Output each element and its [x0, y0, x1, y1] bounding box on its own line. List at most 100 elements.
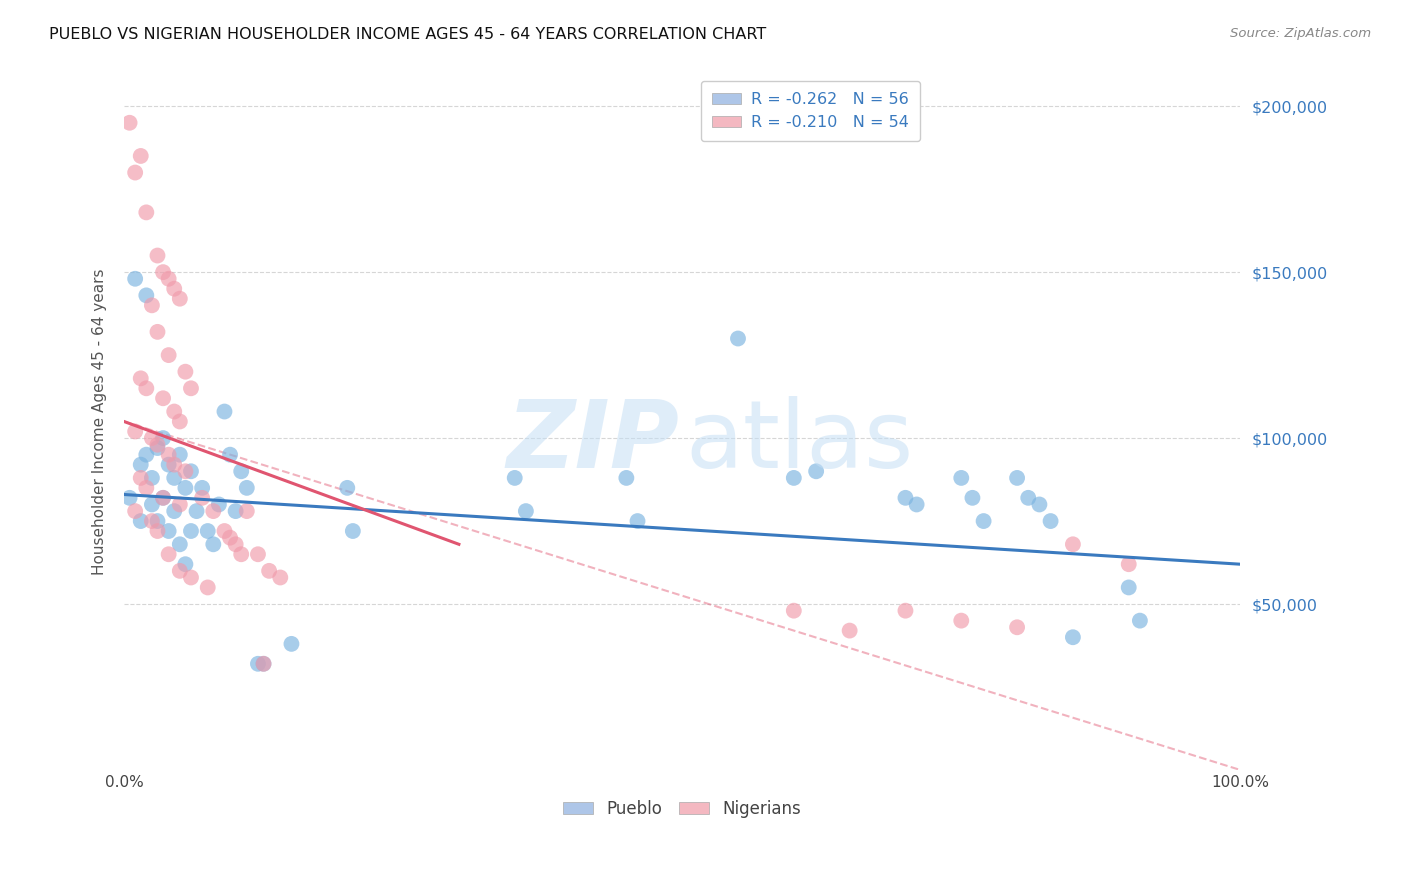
- Point: [950, 471, 973, 485]
- Point: [231, 464, 253, 478]
- Point: [236, 504, 259, 518]
- Point: [186, 504, 208, 518]
- Point: [163, 282, 186, 296]
- Point: [135, 381, 157, 395]
- Point: [146, 514, 169, 528]
- Y-axis label: Householder Income Ages 45 - 64 years: Householder Income Ages 45 - 64 years: [93, 268, 107, 574]
- Point: [135, 481, 157, 495]
- Point: [141, 498, 163, 512]
- Point: [118, 491, 141, 505]
- Point: [202, 537, 225, 551]
- Point: [180, 381, 202, 395]
- Point: [157, 547, 180, 561]
- Point: [246, 657, 269, 671]
- Point: [135, 205, 157, 219]
- Point: [280, 637, 302, 651]
- Point: [152, 491, 174, 505]
- Point: [1005, 471, 1028, 485]
- Point: [1028, 498, 1050, 512]
- Point: [118, 116, 141, 130]
- Point: [169, 448, 191, 462]
- Text: ZIP: ZIP: [506, 396, 679, 489]
- Point: [174, 365, 197, 379]
- Point: [174, 481, 197, 495]
- Point: [180, 570, 202, 584]
- Point: [174, 464, 197, 478]
- Point: [342, 524, 364, 538]
- Point: [236, 481, 259, 495]
- Point: [246, 547, 269, 561]
- Point: [152, 491, 174, 505]
- Point: [169, 537, 191, 551]
- Point: [626, 514, 648, 528]
- Point: [1129, 614, 1152, 628]
- Point: [950, 614, 973, 628]
- Point: [152, 391, 174, 405]
- Point: [208, 498, 231, 512]
- Point: [838, 624, 860, 638]
- Point: [174, 558, 197, 572]
- Point: [905, 498, 928, 512]
- Point: [197, 581, 219, 595]
- Point: [614, 471, 637, 485]
- Point: [257, 564, 280, 578]
- Point: [225, 537, 247, 551]
- Text: Source: ZipAtlas.com: Source: ZipAtlas.com: [1230, 27, 1371, 40]
- Point: [146, 438, 169, 452]
- Point: [124, 504, 146, 518]
- Point: [1017, 491, 1039, 505]
- Point: [124, 272, 146, 286]
- Point: [197, 524, 219, 538]
- Point: [169, 292, 191, 306]
- Point: [727, 331, 749, 345]
- Point: [252, 657, 274, 671]
- Point: [141, 298, 163, 312]
- Point: [135, 288, 157, 302]
- Point: [1039, 514, 1062, 528]
- Point: [894, 491, 917, 505]
- Point: [225, 504, 247, 518]
- Point: [219, 531, 242, 545]
- Point: [146, 441, 169, 455]
- Point: [157, 458, 180, 472]
- Point: [515, 504, 537, 518]
- Point: [1118, 581, 1140, 595]
- Point: [783, 604, 806, 618]
- Point: [1062, 630, 1084, 644]
- Point: [231, 547, 253, 561]
- Point: [1118, 558, 1140, 572]
- Point: [783, 471, 806, 485]
- Point: [152, 265, 174, 279]
- Point: [141, 431, 163, 445]
- Point: [157, 524, 180, 538]
- Point: [180, 464, 202, 478]
- Point: [157, 348, 180, 362]
- Point: [269, 570, 291, 584]
- Point: [129, 149, 152, 163]
- Text: atlas: atlas: [686, 396, 914, 489]
- Point: [336, 481, 359, 495]
- Point: [163, 504, 186, 518]
- Point: [129, 514, 152, 528]
- Point: [157, 272, 180, 286]
- Point: [894, 604, 917, 618]
- Point: [129, 471, 152, 485]
- Point: [169, 415, 191, 429]
- Point: [214, 524, 236, 538]
- Point: [180, 524, 202, 538]
- Point: [163, 404, 186, 418]
- Point: [252, 657, 274, 671]
- Point: [1062, 537, 1084, 551]
- Point: [152, 431, 174, 445]
- Point: [202, 504, 225, 518]
- Point: [973, 514, 995, 528]
- Point: [169, 498, 191, 512]
- Point: [169, 564, 191, 578]
- Point: [141, 514, 163, 528]
- Point: [163, 471, 186, 485]
- Point: [124, 165, 146, 179]
- Point: [146, 325, 169, 339]
- Point: [1005, 620, 1028, 634]
- Point: [503, 471, 526, 485]
- Point: [129, 458, 152, 472]
